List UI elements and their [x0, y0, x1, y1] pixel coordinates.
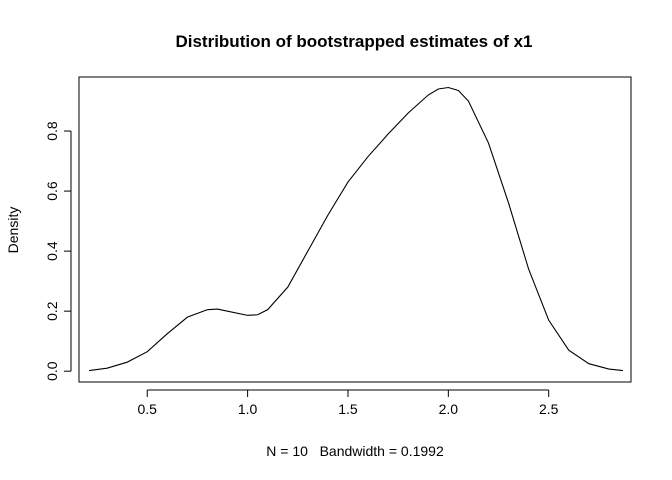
y-tick-label: 0.6 [44, 181, 60, 201]
x-axis: 0.5 1.0 1.5 2.0 2.5 [138, 389, 559, 417]
y-axis: 0.0 0.2 0.4 0.6 0.8 [44, 121, 72, 381]
y-tick-label: 0.8 [44, 121, 60, 141]
x-axis-label: N = 10 Bandwidth = 0.1992 [266, 443, 444, 459]
y-tick-label: 0.0 [44, 361, 60, 381]
x-tick-label: 2.0 [439, 401, 459, 417]
density-curve [88, 86, 624, 372]
y-tick-label: 0.2 [44, 301, 60, 321]
y-tick-label: 0.4 [44, 241, 60, 261]
x-tick-label: 1.0 [238, 401, 258, 417]
y-axis-label: Density [5, 207, 21, 254]
x-tick-label: 2.5 [539, 401, 559, 417]
chart-title: Distribution of bootstrapped estimates o… [175, 32, 532, 51]
x-tick-label: 0.5 [138, 401, 158, 417]
plot-frame [78, 76, 632, 383]
x-tick-label: 1.5 [338, 401, 358, 417]
